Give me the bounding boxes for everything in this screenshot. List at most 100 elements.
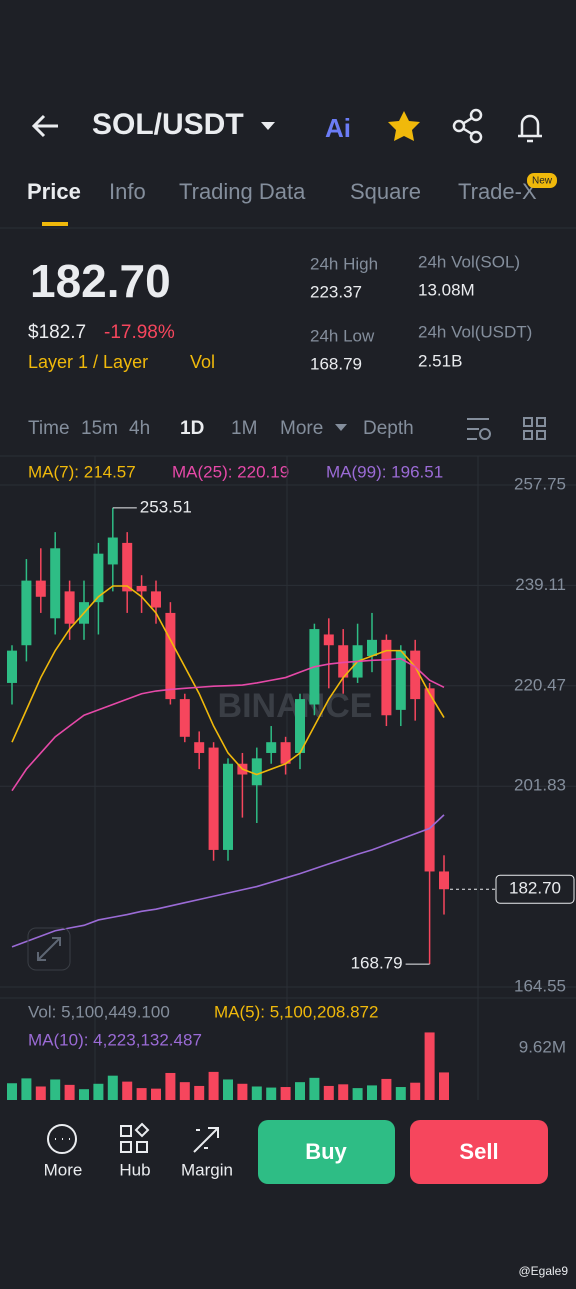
- candle-body: [439, 871, 449, 890]
- interval[interactable]: Depth: [363, 418, 414, 439]
- buy-label[interactable]: Buy: [305, 1139, 347, 1164]
- volume-bar: [35, 1086, 46, 1100]
- y-tick-label: 239.11: [515, 575, 566, 594]
- nav-label[interactable]: More: [44, 1160, 83, 1179]
- ma10-legend: MA(10): 4,223,132.487: [28, 1030, 202, 1049]
- vol-legend: Vol: 5,100,449.100: [28, 1002, 170, 1021]
- candle-body: [7, 650, 17, 683]
- tab-underline: [42, 222, 68, 226]
- candle-body: [179, 699, 190, 737]
- stat-label: 24h Vol(USDT): [418, 322, 532, 341]
- y-tick-label: 164.55: [514, 976, 566, 995]
- interval[interactable]: Time: [28, 418, 70, 439]
- volume-bar: [165, 1072, 176, 1100]
- layout-button[interactable]: [523, 417, 546, 440]
- candle-body: [251, 758, 262, 786]
- volume-bar: [280, 1087, 291, 1100]
- ma25-legend: MA(25): 220.19: [172, 462, 289, 481]
- candle-body: [64, 591, 75, 624]
- candle-body: [323, 634, 334, 646]
- volume-bar: [79, 1089, 89, 1100]
- volume-bar: [122, 1081, 133, 1100]
- candle-body: [266, 742, 277, 753]
- stat-value: 223.37: [310, 282, 362, 301]
- tab[interactable]: Price: [27, 179, 81, 204]
- volume-bar: [93, 1083, 104, 1100]
- ma7-legend: MA(7): 214.57: [28, 462, 136, 481]
- buy-button[interactable]: [258, 1120, 395, 1184]
- interval[interactable]: 1D: [180, 418, 204, 439]
- tab[interactable]: Square: [350, 179, 421, 204]
- ma99-legend: MA(99): 196.51: [326, 462, 443, 481]
- tab[interactable]: Trading Data: [179, 179, 306, 204]
- vol-tick-label: 9.62M: [519, 1037, 566, 1056]
- y-tick-label: 257.75: [514, 474, 566, 493]
- volume-bar: [151, 1088, 161, 1100]
- back-button[interactable]: [31, 114, 58, 138]
- favorite-star[interactable]: [388, 111, 420, 141]
- low-label: 168.79: [351, 954, 403, 973]
- stat-value: 13.08M: [418, 280, 475, 299]
- tag-vol[interactable]: Vol: [190, 352, 215, 372]
- interval[interactable]: 15m: [81, 418, 118, 439]
- volume-bar: [323, 1085, 334, 1100]
- candle-body: [35, 580, 46, 597]
- y-tick-label: 220.47: [514, 675, 566, 694]
- ma99-line: [11, 814, 445, 948]
- chart-settings[interactable]: [467, 418, 491, 440]
- volume-bar: [179, 1082, 190, 1100]
- interval[interactable]: 1M: [231, 418, 257, 439]
- tags[interactable]: Layer 1 / Layer: [28, 352, 148, 372]
- ma25-line: [11, 657, 445, 792]
- nav-icons: [47, 1122, 219, 1154]
- candle-body: [295, 699, 305, 753]
- candle-body: [410, 650, 421, 700]
- nav-label[interactable]: Margin: [181, 1160, 233, 1179]
- new-badge-text: New: [532, 176, 553, 187]
- volume-bar: [266, 1087, 277, 1100]
- candle-body: [136, 585, 147, 592]
- stat-label: 24h Vol(SOL): [418, 252, 520, 271]
- new-badge: [527, 173, 557, 188]
- last-price-label: 182.70: [509, 879, 561, 898]
- volume-bar: [251, 1086, 262, 1100]
- tab[interactable]: Trade-X: [458, 179, 537, 204]
- volume-bar: [237, 1083, 248, 1100]
- share-button[interactable]: [452, 108, 483, 144]
- candle-body: [165, 612, 176, 700]
- ma5-legend: MA(5): 5,100,208.872: [214, 1002, 378, 1021]
- alert-bell[interactable]: [518, 114, 542, 143]
- volume-bar: [439, 1072, 449, 1100]
- tab[interactable]: Info: [109, 179, 146, 204]
- high-label: 253.51: [140, 497, 192, 516]
- ma7-line: [11, 585, 445, 776]
- candle-body: [208, 747, 219, 850]
- volume-bar: [295, 1082, 305, 1100]
- expand-button[interactable]: [27, 927, 71, 971]
- sell-label[interactable]: Sell: [459, 1139, 498, 1164]
- credit: @Egale9: [518, 1264, 568, 1278]
- volume-bar: [7, 1083, 17, 1100]
- pair-title[interactable]: SOL/USDT: [92, 108, 244, 141]
- candle-body: [21, 580, 32, 646]
- volume-bar: [381, 1078, 392, 1100]
- volume-bar: [136, 1088, 147, 1100]
- stat-label: 24h High: [310, 254, 378, 273]
- volume-bar: [309, 1077, 320, 1100]
- volume-bar: [50, 1079, 61, 1100]
- ai-button[interactable]: Ai: [325, 113, 351, 143]
- pair-caret[interactable]: [261, 122, 275, 130]
- nav-label[interactable]: Hub: [119, 1160, 150, 1179]
- sell-button[interactable]: [410, 1120, 548, 1184]
- interval[interactable]: More: [280, 418, 323, 439]
- candle-body: [151, 591, 161, 608]
- expand-icon: [37, 937, 61, 961]
- volume-bar: [64, 1084, 75, 1100]
- more-caret[interactable]: [335, 424, 347, 431]
- candle-body: [381, 639, 392, 716]
- interval[interactable]: 4h: [129, 418, 150, 439]
- last-price-box: [495, 874, 575, 904]
- price-change: -17.98%: [104, 322, 175, 343]
- candle-body: [122, 542, 133, 592]
